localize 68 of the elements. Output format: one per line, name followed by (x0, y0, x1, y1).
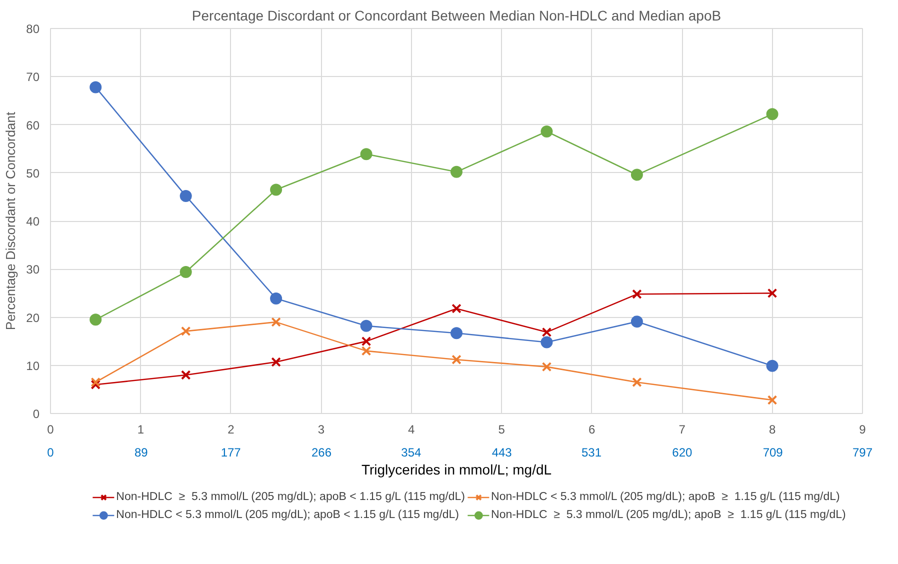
point (361, 346, 372, 356)
y-tick-label: 10 (26, 358, 40, 373)
point (630, 168, 643, 181)
y-tick-label: 60 (26, 118, 40, 132)
legend-label: Non-HDLC < 5.3 mmol/L (205 mg/dL); apoB ≥ 1.15 g/L (115 mg/dL) (491, 491, 840, 503)
y-tick-label: 0 (32, 407, 40, 421)
legend-label: Non-HDLC ≥ 5.3 mmol/L (205 mg/dL); apoB < 1.15 g/L (115 mg/dL) (116, 491, 466, 503)
point (632, 289, 642, 300)
x-axis-title: Triglycerides in mmol/L; mg/dL (361, 462, 552, 478)
x2-tick-label: 531 (581, 446, 602, 460)
point (452, 354, 462, 364)
point (90, 314, 102, 326)
y-tick-label: 30 (26, 262, 40, 277)
legend-label: Non-HDLC < 5.3 mmol/L (205 mg/dL); apoB < 1.15 g/L (115 mg/dL) (116, 509, 460, 521)
point (450, 166, 462, 178)
point (180, 190, 192, 202)
point (90, 377, 100, 388)
x-tick-label: 8 (768, 422, 776, 436)
chart-title: Percentage Discordant or Concordant Between Median Non-HDLC and Median apoB (192, 8, 722, 24)
x-tick-label: 3 (318, 422, 325, 436)
point (767, 288, 778, 298)
x2-tick-label: 354 (401, 446, 422, 460)
point (452, 304, 462, 314)
x-tick-label: 4 (408, 422, 416, 436)
point (361, 336, 372, 346)
point (180, 266, 192, 278)
point (540, 336, 553, 348)
point (271, 357, 281, 367)
point (360, 320, 372, 332)
x2-tick-label: 89 (134, 446, 148, 460)
y-tick-label: 20 (26, 310, 40, 325)
x2-tick-label: 266 (311, 446, 332, 460)
point (632, 377, 642, 388)
point (360, 148, 372, 160)
point (767, 395, 778, 405)
y-tick-label: 80 (26, 22, 40, 36)
point (270, 184, 282, 196)
x-tick-label: 0 (47, 422, 54, 436)
point (90, 81, 102, 94)
point (766, 360, 778, 372)
y-tick-label: 50 (26, 166, 40, 180)
y-axis-title: Percentage Discordant or Concordant (3, 111, 18, 330)
x-tick-label: 5 (498, 422, 506, 436)
y-tick-label: 40 (26, 214, 40, 228)
point (270, 292, 282, 304)
point (542, 362, 552, 372)
y-tick-label: 70 (26, 70, 40, 84)
x2-tick-label: 620 (672, 446, 693, 460)
point (271, 317, 281, 327)
x-tick-label: 7 (678, 422, 686, 436)
point (180, 370, 191, 380)
point (542, 327, 552, 338)
point (450, 327, 462, 340)
point (540, 125, 553, 138)
x2-tick-label: 443 (492, 446, 512, 460)
point (180, 326, 191, 336)
point (766, 108, 778, 120)
point (630, 316, 643, 328)
x2-tick-label: 797 (852, 446, 873, 460)
x-tick-label: 9 (859, 422, 866, 436)
x2-tick-label: 709 (762, 446, 784, 460)
point (90, 380, 100, 390)
x2-tick-label: 0 (47, 446, 54, 460)
x-tick-label: 6 (588, 422, 596, 436)
x-tick-label: 1 (137, 422, 144, 436)
x2-tick-label: 177 (220, 446, 242, 460)
legend-label: Non-HDLC ≥ 5.3 mmol/L (205 mg/dL); apoB ≥ 1.15 g/L (115 mg/dL) (491, 509, 846, 521)
x-tick-label: 2 (228, 422, 235, 436)
